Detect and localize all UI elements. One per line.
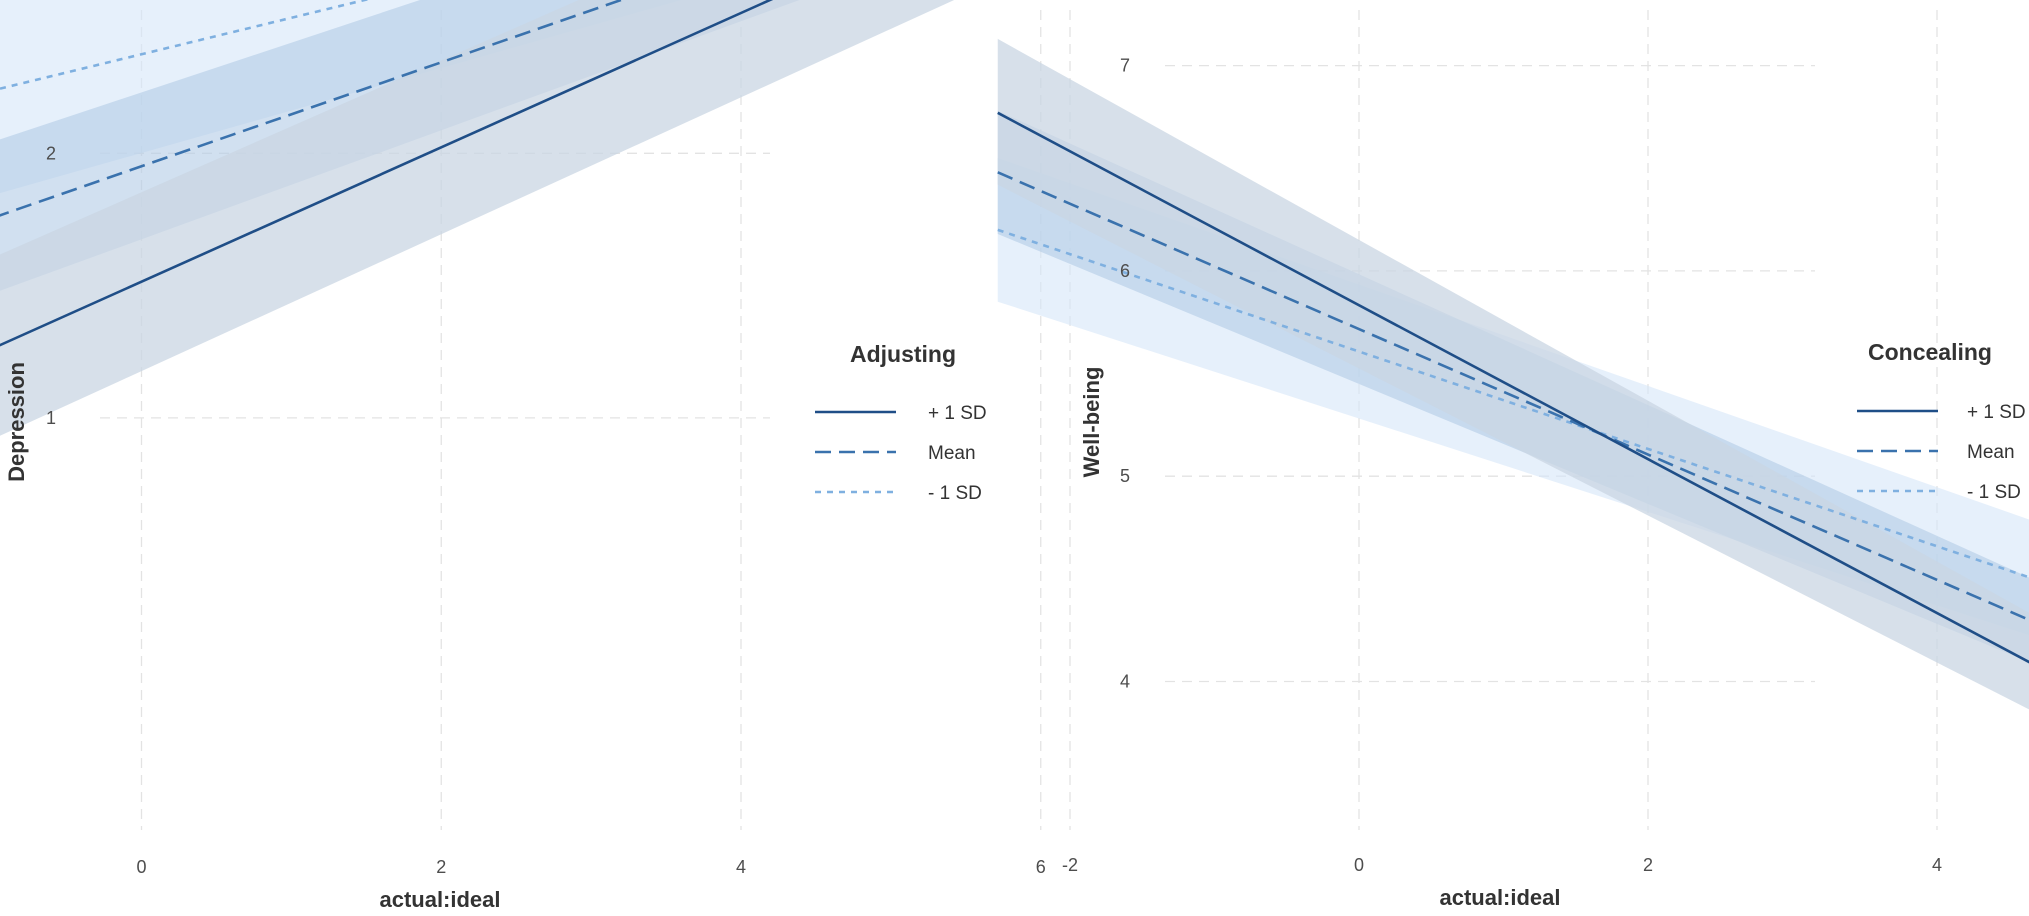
- series-line-plus-1sd: [0, 0, 774, 347]
- y-tick-label: 4: [1120, 672, 1130, 692]
- legend: Adjusting + 1 SD Mean - 1 SD: [815, 341, 987, 504]
- series-line-mean: [0, 0, 625, 217]
- x-tick-label: 2: [436, 857, 446, 877]
- y-tick-label: 1: [46, 408, 56, 428]
- series-line-plus-1sd: [997, 111, 2029, 664]
- wellbeing-panel: -2 0 2 4 6 4 5 6 7 actual:ideal Well-being Conceali…: [997, 10, 2029, 910]
- confidence-band-plus-1sd: [997, 38, 2029, 710]
- y-tick-label: 2: [46, 143, 56, 163]
- legend-title: Adjusting: [850, 341, 956, 367]
- x-tick-label: 2: [1643, 855, 1653, 875]
- x-tick-label: 4: [1932, 855, 1942, 875]
- y-tick-label: 7: [1120, 56, 1130, 76]
- legend-label-plus-1sd: + 1 SD: [1967, 402, 2026, 423]
- legend-title: Concealing: [1868, 339, 1992, 365]
- legend-label-mean: Mean: [1967, 442, 2015, 463]
- x-tick-label: 4: [736, 857, 746, 877]
- confidence-band-plus-1sd: [0, 0, 955, 436]
- x-axis-title: actual:ideal: [1439, 885, 1560, 910]
- legend-label-minus-1sd: - 1 SD: [928, 483, 982, 504]
- x-tick-label: -2: [1062, 855, 1078, 875]
- y-axis-title: Depression: [4, 362, 29, 482]
- y-tick-label: 5: [1120, 466, 1130, 486]
- x-tick-label: 0: [136, 857, 146, 877]
- x-tick-label: 6: [1036, 857, 1046, 877]
- legend-label-minus-1sd: - 1 SD: [1967, 482, 2021, 503]
- legend: Concealing + 1 SD Mean - 1 SD: [1857, 339, 2026, 503]
- x-axis-title: actual:ideal: [379, 887, 500, 912]
- legend-label-plus-1sd: + 1 SD: [928, 403, 987, 424]
- y-axis-title: Well-being: [1079, 367, 1104, 478]
- depression-panel: -20246123actual:idealDepressionAdjusting…: [0, 0, 1046, 912]
- x-tick-label: 0: [1354, 855, 1364, 875]
- legend-label-mean: Mean: [928, 443, 976, 464]
- y-tick-label: 6: [1120, 261, 1130, 281]
